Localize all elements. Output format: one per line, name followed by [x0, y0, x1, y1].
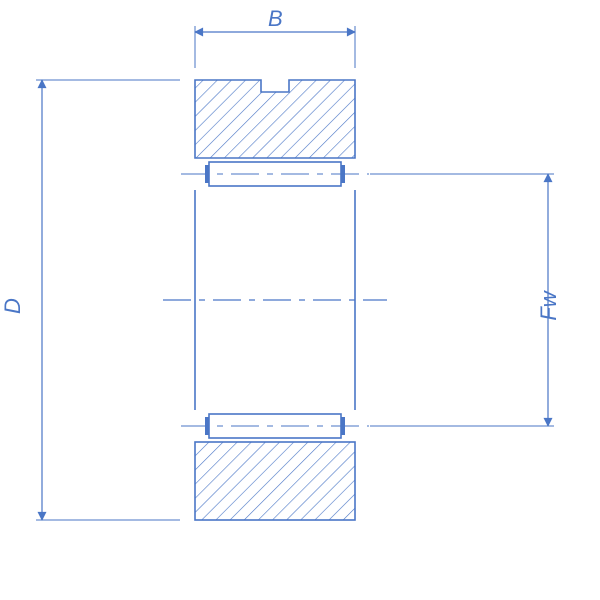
outer-ring-top-section — [195, 80, 355, 158]
dim-fw-label: Fw — [536, 289, 561, 320]
dim-b-label: B — [268, 6, 283, 31]
dim-d-label: D — [0, 298, 25, 314]
outer-ring-bottom-section — [195, 442, 355, 520]
bearing-section-drawing: B D Fw — [0, 0, 600, 600]
